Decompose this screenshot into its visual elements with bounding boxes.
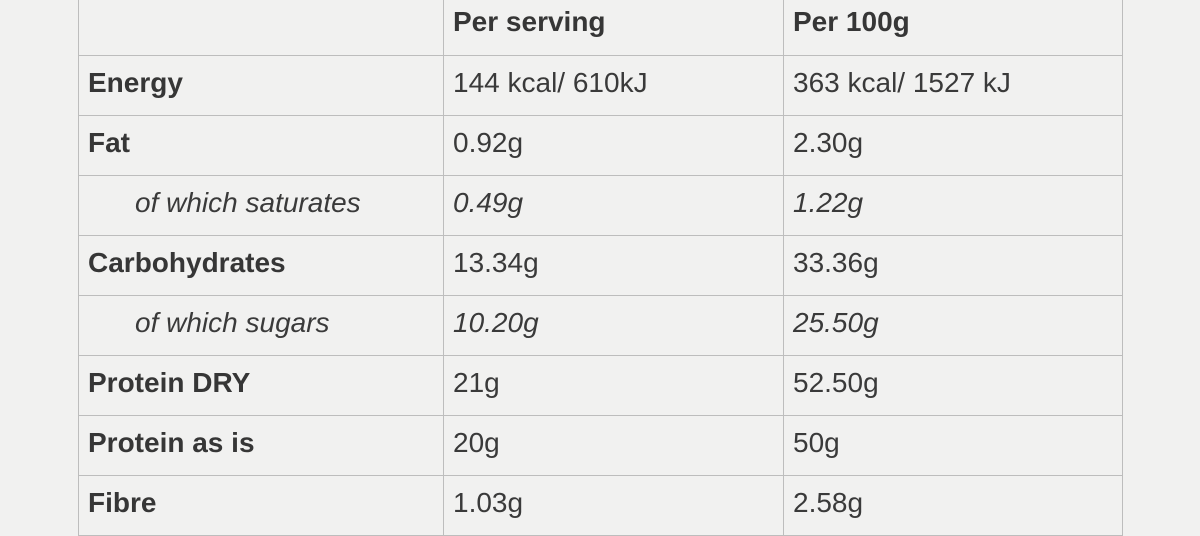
column-border: [1122, 0, 1123, 535]
sub-value-cell: 10.20g: [453, 307, 539, 338]
column-border: [783, 0, 784, 535]
row-label: Carbohydrates: [88, 247, 286, 278]
row-border: [78, 175, 1123, 176]
value-cell: 50g: [793, 427, 840, 458]
value-cell: 20g: [453, 427, 500, 458]
value-cell: 33.36g: [793, 247, 879, 278]
value-cell: 0.92g: [453, 127, 524, 158]
row-border: [78, 415, 1123, 416]
column-border: [78, 0, 79, 535]
sub-value-cell: 25.50g: [793, 307, 879, 338]
value-cell: 2.30g: [793, 127, 864, 158]
value-cell: 13.34g: [453, 247, 539, 278]
sub-value-cell: 0.49g: [453, 187, 524, 218]
value-cell: 363 kcal/ 1527 kJ: [793, 67, 1011, 98]
row-border: [78, 235, 1123, 236]
value-cell: 2.58g: [793, 487, 864, 518]
row-border: [78, 475, 1123, 476]
sub-row-label: of which saturates: [135, 187, 361, 218]
sub-row-label: of which sugars: [135, 307, 330, 338]
row-label: Fat: [88, 127, 130, 158]
value-cell: 1.03g: [453, 487, 524, 518]
value-cell: 52.50g: [793, 367, 879, 398]
row-label: Fibre: [88, 487, 157, 518]
row-border: [78, 115, 1123, 116]
sub-value-cell: 1.22g: [793, 187, 864, 218]
value-cell: 21g: [453, 367, 500, 398]
row-label: Protein DRY: [88, 367, 251, 398]
column-header: Per serving: [453, 6, 606, 37]
column-header: Per 100g: [793, 6, 910, 37]
row-label: Energy: [88, 67, 183, 98]
row-label: Protein as is: [88, 427, 255, 458]
row-border: [78, 355, 1123, 356]
row-border: [78, 55, 1123, 56]
value-cell: 144 kcal/ 610kJ: [453, 67, 648, 98]
column-border: [443, 0, 444, 535]
row-border: [78, 295, 1123, 296]
